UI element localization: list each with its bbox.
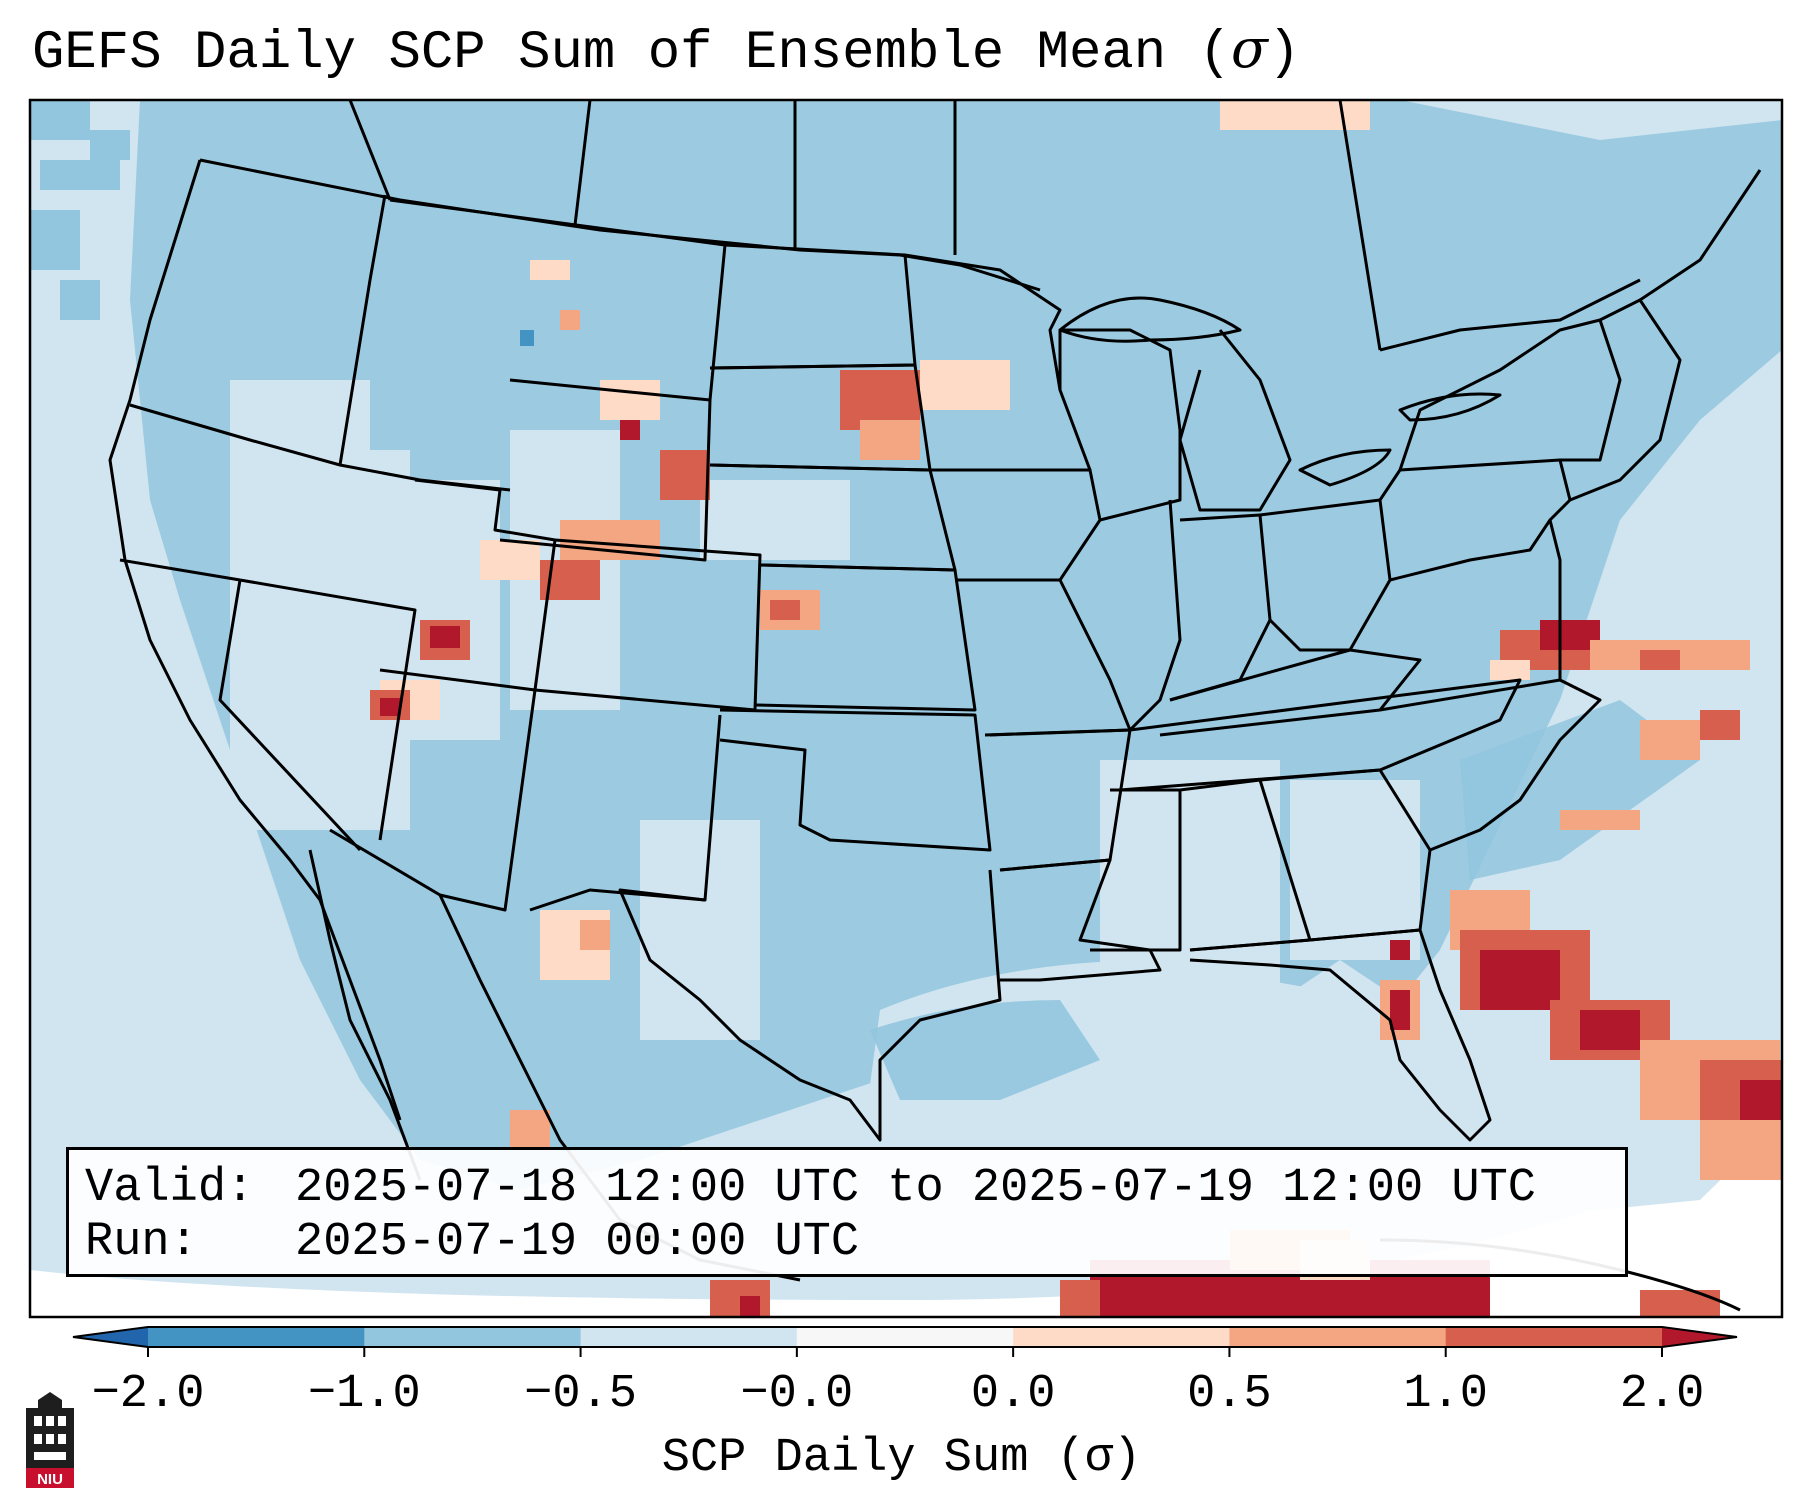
valid-value: 2025-07-18 12:00 UTC to 2025-07-19 12:00… <box>295 1162 1537 1215</box>
colorbar-bin <box>1445 1327 1663 1347</box>
lake-superior <box>1058 296 1242 343</box>
valid-run-box: Valid: 2025-07-18 12:00 UTC to 2025-07-1… <box>66 1147 1628 1277</box>
run-label: Run: <box>85 1216 198 1269</box>
title-close: ) <box>1267 23 1301 84</box>
pacific-ocean <box>30 100 380 1200</box>
pacific-patches <box>30 100 130 320</box>
colorado-border <box>534 538 762 712</box>
colorbar-tick-label: 0.5 <box>1187 1368 1272 1421</box>
logo-text: NIU <box>37 1471 63 1488</box>
florida-outline <box>1189 928 1492 1142</box>
colorbar-tick-label: −2.0 <box>91 1368 205 1421</box>
nevada-border <box>239 578 417 841</box>
colorbar-over-arrow <box>1662 1327 1737 1347</box>
colorbar-bin <box>148 1327 365 1347</box>
wa-or-border <box>129 403 341 467</box>
colorbar-bin <box>1229 1327 1447 1347</box>
us-canada-border-east <box>1379 278 1641 352</box>
run-value: 2025-07-19 00:00 UTC <box>295 1216 860 1269</box>
utah-border <box>379 478 557 692</box>
texas-border <box>618 869 1002 1142</box>
or-ca-border <box>119 558 241 582</box>
title-text: GEFS Daily SCP Sum of Ensemble Mean ( <box>32 23 1231 84</box>
virginia-border <box>1389 518 1562 680</box>
colorbar-bin <box>580 1327 798 1347</box>
gulf-patch <box>870 1000 1100 1100</box>
province-line <box>573 100 592 226</box>
lake-ontario <box>1398 392 1502 422</box>
negative-spot <box>520 330 534 346</box>
province-line <box>348 100 392 201</box>
colorbar-bin <box>364 1327 582 1347</box>
colorbar-tick-label: −1.0 <box>307 1368 421 1421</box>
colorbar-tick-label: 0.0 <box>970 1368 1056 1421</box>
new-england-border <box>1569 298 1682 502</box>
colorbar-tick-label: −0.0 <box>740 1368 854 1421</box>
niu-logo-icon: NIU <box>26 1392 74 1488</box>
valid-label: Valid: <box>85 1162 255 1215</box>
wyoming-border <box>499 378 712 562</box>
colorbar-bin <box>796 1327 1014 1347</box>
valid-row: Valid: 2025-07-18 12:00 UTC to 2025-07-1… <box>85 1162 1609 1216</box>
colorbar-tick-label: 1.0 <box>1403 1368 1489 1421</box>
boundaries <box>108 100 1762 1312</box>
colorbar-tick-label: 2.0 <box>1619 1368 1705 1421</box>
map-field <box>30 100 1782 1317</box>
colorbar-label: SCP Daily Sum (σ) <box>661 1432 1142 1485</box>
colorbar <box>72 1326 1738 1357</box>
new-mexico-border <box>529 714 722 912</box>
plot-frame <box>28 98 1784 1319</box>
ohio-border <box>1259 498 1392 652</box>
colorbar-bin <box>1013 1327 1230 1347</box>
sigma-symbol: σ <box>1231 17 1268 80</box>
oklahoma-border <box>719 708 992 852</box>
lake-erie <box>1298 448 1392 487</box>
new-york-border <box>1398 318 1622 471</box>
map-title: GEFS Daily SCP Sum of Ensemble Mean (σ) <box>32 22 1300 81</box>
baja-coast <box>308 849 422 1181</box>
kentucky-border <box>1159 648 1422 737</box>
maine-coast <box>1639 169 1762 302</box>
west-coastline <box>108 159 402 1121</box>
run-row: Run: 2025-07-19 00:00 UTC <box>85 1216 1609 1270</box>
michigan-outline <box>1178 329 1292 512</box>
illinois-border <box>1128 499 1182 732</box>
arizona-border <box>329 689 537 912</box>
colorbar-tick-label: −0.5 <box>524 1368 637 1421</box>
colorbar-under-arrow <box>73 1327 148 1347</box>
mississippi-border <box>1090 788 1182 952</box>
province-line <box>1338 100 1382 351</box>
kansas-border <box>754 563 977 712</box>
ca-nv-border <box>218 579 362 852</box>
